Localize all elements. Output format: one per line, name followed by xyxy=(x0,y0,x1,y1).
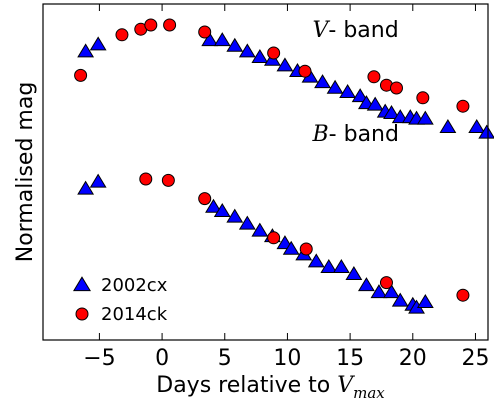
data-point-2014ck xyxy=(267,46,281,60)
v-band-symbol: V xyxy=(313,18,331,43)
data-point-2002cx xyxy=(226,208,244,223)
data-point-2002cx xyxy=(238,43,256,58)
data-point-2002cx xyxy=(326,79,344,94)
data-point-2014ck xyxy=(198,192,212,206)
data-point-2002cx xyxy=(383,104,400,119)
data-point-2002cx xyxy=(77,43,95,58)
data-point-2002cx xyxy=(391,109,409,124)
data-point-2002cx xyxy=(238,215,256,230)
data-point-2002cx xyxy=(351,88,369,103)
x-tick-label: 0 xyxy=(155,346,169,371)
data-point-2002cx xyxy=(366,96,384,111)
data-point-2002cx xyxy=(370,284,388,299)
data-point-2002cx xyxy=(345,265,363,280)
x-axis-label-text: Days relative to xyxy=(156,373,337,398)
legend: 2002cx 2014ck xyxy=(72,275,168,325)
b-band-annotation: B- band xyxy=(312,122,399,147)
data-point-2002cx xyxy=(416,293,434,308)
data-point-2002cx xyxy=(213,32,231,47)
data-point-2002cx xyxy=(383,284,400,299)
data-point-2002cx xyxy=(391,292,409,307)
data-point-2002cx xyxy=(89,36,107,51)
x-tick-label: 5 xyxy=(218,346,232,371)
data-point-2002cx xyxy=(201,32,219,47)
data-point-2014ck xyxy=(298,64,312,78)
data-point-2002cx xyxy=(339,83,357,98)
data-point-2014ck xyxy=(161,173,175,187)
data-point-2014ck xyxy=(139,172,153,186)
v-band-annotation: V- band xyxy=(313,18,399,43)
data-point-2002cx xyxy=(89,173,107,188)
x-tick-label: −5 xyxy=(83,346,115,371)
data-marks xyxy=(74,18,494,314)
data-point-2002cx xyxy=(205,198,222,213)
x-axis-label: Days relative to Vmax xyxy=(156,373,385,402)
data-point-2002cx xyxy=(468,118,486,133)
data-point-2002cx xyxy=(357,277,375,292)
data-point-2014ck xyxy=(389,81,403,95)
data-point-2002cx xyxy=(478,124,494,139)
data-point-2014ck xyxy=(379,276,393,290)
data-point-2002cx xyxy=(226,37,244,52)
v-band-text: - band xyxy=(328,18,398,43)
data-point-2002cx xyxy=(213,202,231,217)
data-point-2002cx xyxy=(77,180,95,195)
y-axis-label: Normalised mag xyxy=(13,82,38,263)
x-tick-label: 10 xyxy=(273,346,301,371)
data-point-2002cx xyxy=(439,118,457,133)
data-point-2002cx xyxy=(320,258,338,273)
data-point-2002cx xyxy=(416,110,434,125)
data-point-2014ck xyxy=(456,99,470,113)
data-point-2014ck xyxy=(456,288,470,302)
plot-frame xyxy=(42,3,489,341)
data-point-2002cx xyxy=(251,222,269,237)
x-axis-ticks: −5 0 5 10 15 20 25 xyxy=(83,4,489,371)
legend-2014ck-marker xyxy=(75,307,89,321)
x-tick-label: 25 xyxy=(461,346,489,371)
data-point-2014ck xyxy=(74,68,88,82)
data-point-2002cx xyxy=(282,240,300,255)
x-tick-label: 20 xyxy=(399,346,427,371)
data-point-2014ck xyxy=(267,231,281,245)
legend-2002cx-marker xyxy=(72,276,92,292)
x-axis-label-subscript: max xyxy=(353,384,385,402)
data-point-2014ck xyxy=(198,25,212,39)
legend-2014ck-label: 2014ck xyxy=(101,304,168,325)
x-axis-label-math: V xyxy=(337,373,355,398)
b-band-symbol: B xyxy=(312,122,329,147)
b-band-text: - band xyxy=(329,122,399,147)
data-point-2014ck xyxy=(144,18,158,32)
legend-2002cx-label: 2002cx xyxy=(101,275,168,296)
data-point-2002cx xyxy=(307,253,325,268)
x-tick-label: 15 xyxy=(336,346,364,371)
data-point-2014ck xyxy=(416,91,430,105)
data-point-2014ck xyxy=(163,18,177,32)
data-point-2014ck xyxy=(299,242,313,256)
data-point-2002cx xyxy=(314,74,331,89)
data-point-2002cx xyxy=(276,57,294,72)
data-point-2014ck xyxy=(367,70,381,84)
data-point-2002cx xyxy=(251,48,269,63)
data-point-2002cx xyxy=(332,258,350,273)
data-point-2014ck xyxy=(115,28,129,42)
